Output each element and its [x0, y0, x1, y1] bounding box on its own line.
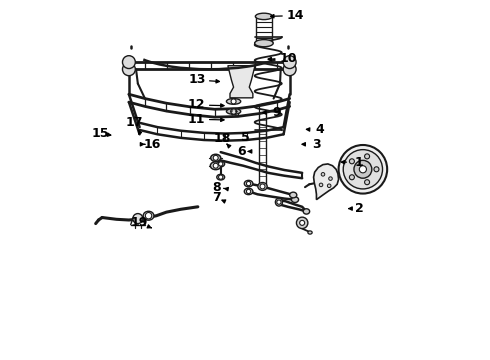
Circle shape: [300, 220, 305, 225]
Circle shape: [231, 109, 237, 114]
Circle shape: [321, 172, 325, 176]
Text: 13: 13: [188, 73, 205, 86]
Text: 8: 8: [212, 181, 220, 194]
Circle shape: [122, 56, 135, 68]
Circle shape: [359, 166, 367, 173]
Ellipse shape: [275, 198, 283, 206]
Polygon shape: [228, 66, 255, 98]
Text: 1: 1: [355, 156, 364, 168]
Circle shape: [213, 156, 218, 160]
Circle shape: [146, 212, 152, 219]
Ellipse shape: [290, 192, 297, 198]
Circle shape: [365, 180, 369, 185]
Ellipse shape: [258, 183, 267, 190]
Text: 15: 15: [92, 127, 109, 140]
Text: 17: 17: [125, 116, 143, 129]
Circle shape: [231, 99, 236, 104]
Text: 14: 14: [286, 9, 304, 22]
Ellipse shape: [255, 40, 273, 47]
Circle shape: [343, 150, 383, 189]
Text: 12: 12: [188, 99, 205, 112]
Circle shape: [327, 184, 331, 188]
Circle shape: [349, 159, 354, 164]
Circle shape: [296, 217, 308, 229]
Circle shape: [349, 175, 354, 180]
Ellipse shape: [217, 161, 224, 167]
Circle shape: [283, 56, 296, 68]
Ellipse shape: [217, 174, 224, 180]
Ellipse shape: [292, 197, 298, 203]
Ellipse shape: [308, 231, 312, 234]
Circle shape: [122, 63, 135, 76]
Circle shape: [246, 181, 251, 186]
Ellipse shape: [226, 109, 241, 114]
Text: 5: 5: [241, 131, 249, 144]
Text: 11: 11: [188, 113, 205, 126]
Text: 4: 4: [316, 123, 324, 136]
Circle shape: [213, 163, 218, 168]
Ellipse shape: [226, 99, 241, 104]
Text: 9: 9: [273, 105, 281, 119]
Circle shape: [219, 175, 223, 179]
Circle shape: [374, 167, 379, 172]
Text: 16: 16: [144, 138, 161, 151]
Ellipse shape: [245, 180, 253, 187]
Ellipse shape: [133, 213, 143, 224]
Text: 10: 10: [279, 52, 296, 65]
Text: 2: 2: [355, 202, 364, 215]
Circle shape: [260, 184, 265, 189]
Ellipse shape: [211, 154, 220, 161]
Text: 19: 19: [131, 216, 148, 229]
Ellipse shape: [255, 13, 272, 19]
Ellipse shape: [143, 211, 154, 220]
Text: 7: 7: [212, 192, 221, 204]
Circle shape: [283, 63, 296, 76]
Circle shape: [365, 154, 369, 159]
Ellipse shape: [210, 162, 221, 170]
Text: 18: 18: [213, 132, 230, 145]
Circle shape: [339, 145, 387, 194]
Circle shape: [277, 200, 281, 204]
Text: 6: 6: [237, 145, 246, 158]
Circle shape: [246, 189, 251, 194]
Text: 3: 3: [312, 138, 321, 151]
Polygon shape: [314, 164, 339, 200]
Ellipse shape: [245, 188, 253, 195]
Ellipse shape: [303, 209, 310, 214]
Circle shape: [354, 160, 372, 178]
Circle shape: [219, 162, 223, 166]
Circle shape: [319, 183, 323, 187]
Circle shape: [329, 177, 332, 180]
